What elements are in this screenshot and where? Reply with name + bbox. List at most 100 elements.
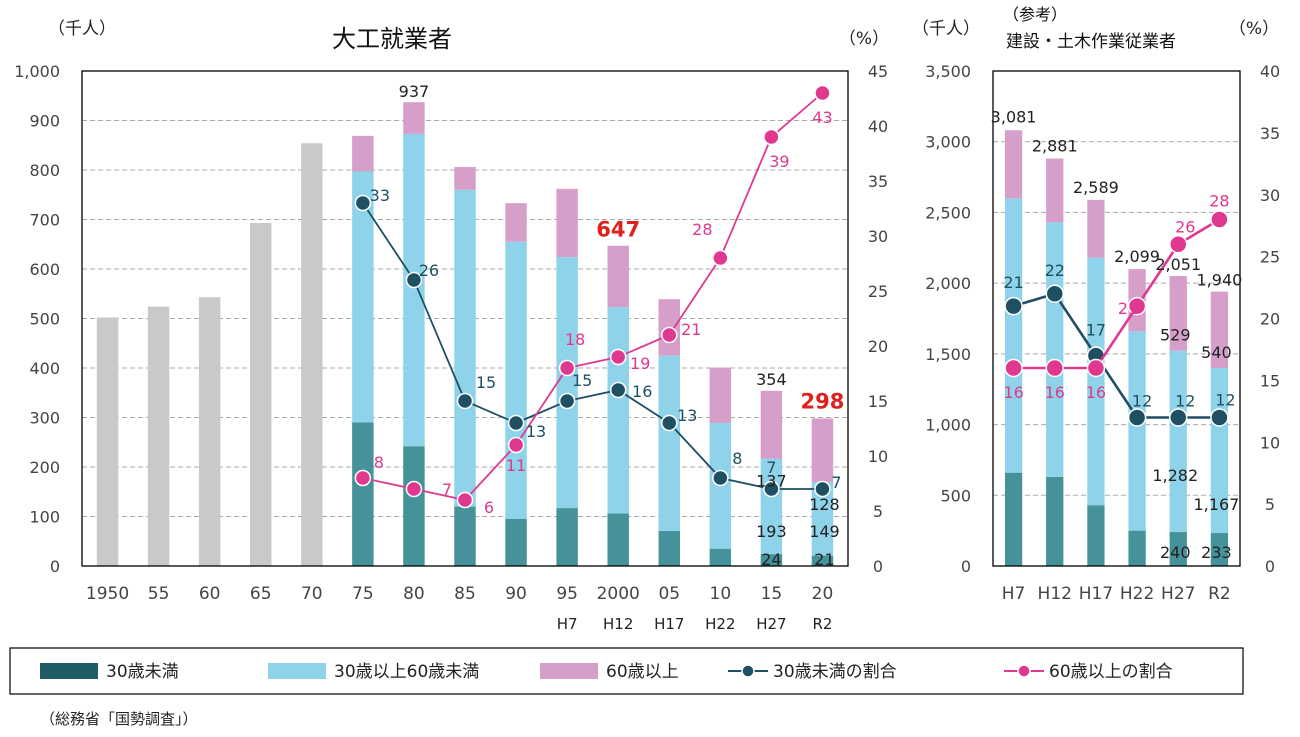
p2-left-unit: （千人） <box>912 19 980 39</box>
p2-old-ratio-line <box>1013 218 1221 370</box>
p2-bar-old-H17 <box>1087 199 1105 258</box>
p1-old-ratio-label: 11 <box>506 456 526 475</box>
p2-young-ratio-label: 12 <box>1215 391 1235 410</box>
p2-x-tick-label: H22 <box>1120 584 1154 604</box>
p2-young-ratio-label: 17 <box>1086 321 1106 340</box>
p2-bar-middle-H27 <box>1169 350 1187 533</box>
p1-x-sub-label: H17 <box>654 615 684 633</box>
p2-y-tick-label: 2,500 <box>925 203 971 222</box>
p1-total-label-15: 354 <box>756 370 787 389</box>
p1-old-ratio-label: 7 <box>442 480 452 499</box>
p2-bar-old-R2 <box>1210 291 1229 368</box>
p2-bar-middle-R2 <box>1210 368 1229 534</box>
p1-bar-total-60 <box>198 297 221 566</box>
p1-bar-middle-75 <box>352 171 374 423</box>
p1-y2-tick-label: 40 <box>868 117 888 136</box>
p1-y-tick-label: 600 <box>29 260 60 279</box>
p2-old-ratio-point <box>1004 358 1023 378</box>
p1-old-ratio-point <box>507 436 525 454</box>
p2-y-tick-label: 1,000 <box>925 416 971 435</box>
p2-y2-tick-label: 30 <box>1260 186 1280 205</box>
p2-old-ratio-label: 26 <box>1175 217 1195 236</box>
p1-young-ratio-point <box>609 381 627 399</box>
p1-young-ratio-point <box>354 194 372 212</box>
p1-old-ratio-label: 18 <box>565 330 585 349</box>
p1-young-ratio-label: 33 <box>370 186 390 205</box>
legend-swatch-2 <box>540 663 598 679</box>
p1-bar-young-75 <box>352 422 374 566</box>
p1-x-tick-label: 55 <box>148 584 170 604</box>
p1-x-tick-label: 85 <box>454 584 476 604</box>
p2-right-unit: （%） <box>1229 19 1279 39</box>
p1-bar-old-75 <box>352 135 374 172</box>
p1-young-ratio-label: 15 <box>476 373 496 392</box>
p2-young-ratio-point <box>1045 284 1064 303</box>
p1-bar-old-10 <box>709 367 732 423</box>
p2-young-ratio-point <box>1004 296 1023 316</box>
p1-x-tick-label: 80 <box>403 584 425 604</box>
p1-old-ratio-label: 19 <box>630 354 650 373</box>
legend-label-0: 30歳未満 <box>106 662 179 682</box>
p2-y-tick-label: 500 <box>940 486 971 505</box>
p1-bar-total-70 <box>301 143 323 566</box>
p2-total-label-H22: 2,099 <box>1114 247 1160 266</box>
p1-x-sub-label: H12 <box>603 615 633 633</box>
p2-y2-tick-label: 15 <box>1260 371 1280 390</box>
p2-total-label-H12: 2,881 <box>1032 137 1078 156</box>
p1-segment-label-young-15: 24 <box>761 550 781 569</box>
p2-bar-young-H27 <box>1169 532 1187 566</box>
p1-y-tick-label: 1,000 <box>14 62 60 81</box>
p2-segment-label-old-R2: 540 <box>1201 343 1232 362</box>
p1-x-tick-label: 95 <box>556 584 578 604</box>
p1-bar-total-65 <box>250 222 272 566</box>
p1-y-tick-label: 100 <box>29 508 60 527</box>
p1-y-tick-label: 700 <box>29 211 60 230</box>
p1-bar-young-80 <box>403 446 425 566</box>
p1-bar-young-10 <box>709 548 732 566</box>
p1-old-ratio-label: 28 <box>692 220 712 239</box>
p2-bar-old-H27 <box>1169 275 1187 351</box>
p1-left-unit: （千人） <box>48 19 116 39</box>
p2-total-label-H7: 3,081 <box>991 107 1037 126</box>
p1-old-ratio-point <box>712 249 729 267</box>
p1-bar-old-85 <box>454 167 476 190</box>
p2-y-tick-label: 3,500 <box>925 62 971 81</box>
p2-y2-tick-label: 40 <box>1260 62 1280 81</box>
p2-y-tick-label: 3,000 <box>925 133 971 152</box>
p2-segment-label-middle-R2: 1,167 <box>1194 495 1240 514</box>
p1-bar-total-1950 <box>96 317 119 566</box>
p1-x-tick-label: 20 <box>812 584 834 604</box>
p2-segment-label-young-H27: 240 <box>1160 543 1191 562</box>
p2-bar-young-H7 <box>1004 472 1023 566</box>
legend-label-4: 60歳以上の割合 <box>1049 662 1173 682</box>
p1-plot-frame <box>81 70 849 567</box>
p1-x-sub-label: H7 <box>557 615 578 633</box>
p2-total-label-H17: 2,589 <box>1073 178 1119 197</box>
legend-marker-3 <box>741 664 755 678</box>
p1-old-ratio-label: 43 <box>812 108 832 127</box>
p1-y-tick-label: 900 <box>29 112 60 131</box>
p1-y2-tick-label: 10 <box>868 447 888 466</box>
p1-bar-middle-80 <box>403 133 425 447</box>
p1-old-ratio-point <box>354 469 372 487</box>
p2-title: 建設・土木作業従業者 <box>1006 32 1176 52</box>
p1-total-label-2000: 647 <box>596 218 640 242</box>
p1-bar-middle-2000 <box>607 307 629 514</box>
p2-plot-frame <box>992 70 1241 567</box>
p2-bar-middle-H22 <box>1128 331 1146 531</box>
p1-y-tick-label: 200 <box>29 458 60 477</box>
p1-x-tick-label: 75 <box>352 584 374 604</box>
p1-bar-young-95 <box>556 508 578 566</box>
p1-young-ratio-point <box>712 469 729 487</box>
p1-young-ratio-label: 8 <box>732 449 742 468</box>
p1-old-ratio-line <box>362 92 824 501</box>
p1-young-ratio-label: 16 <box>632 382 652 401</box>
p1-young-ratio-point <box>558 392 576 410</box>
legend-marker-4 <box>1017 664 1031 678</box>
p1-y2-tick-label: 15 <box>868 392 888 411</box>
p1-bar-young-05 <box>658 530 680 566</box>
p2-young-ratio-point <box>1127 408 1147 427</box>
p1-bar-old-80 <box>403 102 425 134</box>
p2-young-ratio-label: 12 <box>1175 392 1195 411</box>
